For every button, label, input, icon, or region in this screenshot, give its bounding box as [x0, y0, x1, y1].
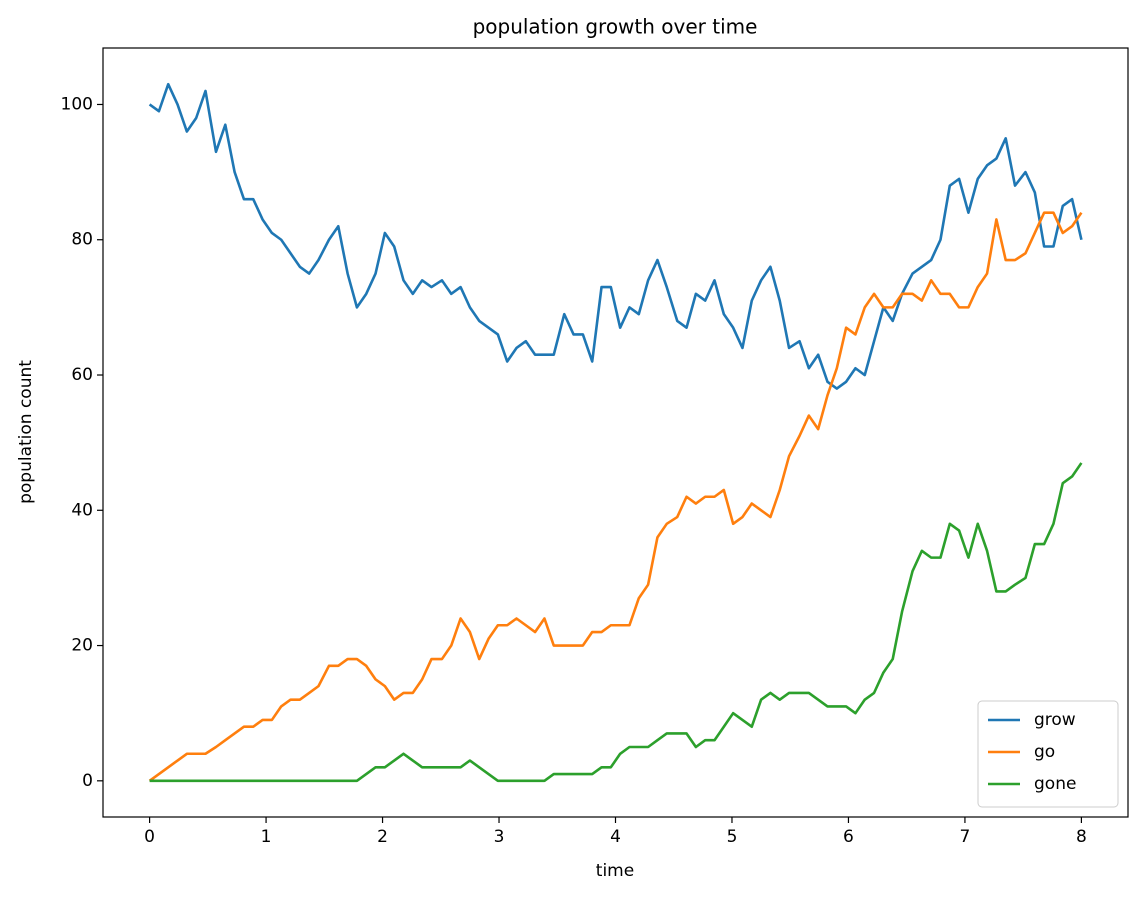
x-axis-label: time — [596, 861, 634, 881]
y-axis-label: population count — [16, 360, 36, 504]
chart-title: population growth over time — [473, 15, 758, 39]
line — [148, 211, 1083, 782]
plot-frame — [102, 47, 1129, 818]
x-tick-label: 3 — [494, 827, 505, 847]
legend-label: gone — [1034, 774, 1076, 794]
x-tick-label: 6 — [843, 827, 854, 847]
y-tick-label: 40 — [71, 500, 93, 520]
x-tick-label: 1 — [261, 827, 272, 847]
y-tick-label: 0 — [82, 771, 93, 791]
y-tick-label: 100 — [61, 94, 93, 114]
legend-label: grow — [1034, 710, 1076, 730]
legend-label: go — [1034, 742, 1055, 762]
x-tick-label: 7 — [960, 827, 971, 847]
legend-box — [977, 700, 1119, 808]
y-tick-label: 60 — [71, 365, 93, 385]
x-tick-label: 0 — [144, 827, 155, 847]
x-tick-label: 2 — [377, 827, 388, 847]
line — [149, 462, 1083, 783]
x-tick-label: 4 — [610, 827, 621, 847]
x-tick-label: 8 — [1076, 827, 1087, 847]
line — [148, 82, 1083, 390]
x-tick-label: 5 — [727, 827, 738, 847]
y-tick-label: 20 — [71, 636, 93, 656]
y-tick-label: 80 — [71, 230, 93, 250]
